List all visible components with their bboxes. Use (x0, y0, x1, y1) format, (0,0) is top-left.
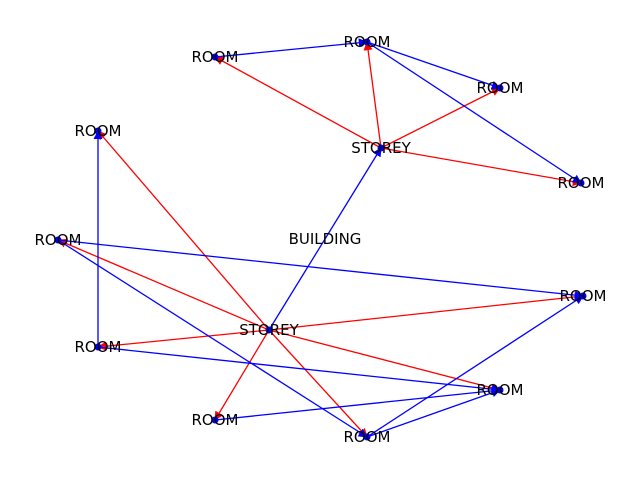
edge-room-7-to-room-9 (97, 346, 501, 394)
edge-room-11-to-room-9 (366, 388, 501, 438)
edge-room-2-to-room-1 (214, 38, 368, 58)
edge-storey-1-to-room-4 (380, 147, 582, 187)
edges-layer (57, 38, 584, 438)
edge-room-1-to-room-3 (366, 41, 501, 90)
node-label: ROOM (344, 428, 391, 446)
edge-storey-1-to-room-3 (380, 87, 501, 149)
node-room-10: ROOM (192, 411, 239, 429)
node-dot (496, 386, 504, 394)
node-dot (377, 144, 385, 152)
node-dot (94, 343, 102, 351)
node-dot (363, 38, 371, 46)
edge-storey-2-to-room-7 (97, 329, 270, 351)
node-label: ROOM (344, 33, 391, 51)
node-dot (363, 433, 371, 441)
edge-room-6-to-room-11 (57, 239, 368, 438)
node-label: ROOM (35, 231, 82, 249)
node-dot (211, 53, 219, 61)
node-storey-2: STOREY (239, 321, 299, 339)
node-room-1: ROOM (344, 33, 391, 51)
edge-storey-2-to-room-11 (268, 329, 368, 438)
node-room-8: ROOM (560, 287, 607, 305)
edge-storey-2-to-room-10 (214, 329, 270, 421)
edge-storey-1-to-room-1 (363, 41, 382, 149)
edge-room-10-to-room-9 (214, 386, 501, 421)
node-label: ROOM (560, 287, 607, 305)
node-room-4: ROOM (558, 174, 605, 192)
node-label: ROOM (477, 381, 524, 399)
node-dot (577, 179, 585, 187)
node-room-3: ROOM (477, 79, 524, 97)
edge-storey-2-to-room-5 (97, 130, 270, 331)
node-dot (211, 416, 219, 424)
node-label: ROOM (75, 338, 122, 356)
edge-storey-1-to-room-2 (214, 56, 382, 149)
node-storey-1: STOREY (351, 139, 411, 157)
node-label: BUILDING (289, 230, 362, 248)
nodes-layer: BUILDING STOREY STOREY ROOM ROOM ROOM ROOM ROOM… (35, 33, 607, 446)
edge-storey-2-to-room-8 (268, 292, 584, 331)
node-room-5: ROOM (75, 122, 122, 140)
node-label: STOREY (239, 321, 299, 339)
edge-room-6-to-room-8 (57, 239, 584, 300)
node-room-2: ROOM (192, 48, 239, 66)
node-label: ROOM (558, 174, 605, 192)
node-room-9: ROOM (477, 381, 524, 399)
node-label: ROOM (192, 48, 239, 66)
edge-storey-2-to-room-9 (268, 329, 501, 393)
edge-storey-2-to-storey-1 (268, 147, 382, 331)
edge-storey-2-to-room-6 (57, 239, 270, 331)
node-label: ROOM (477, 79, 524, 97)
node-label: ROOM (192, 411, 239, 429)
node-room-11: ROOM (344, 428, 391, 446)
edge-room-11-to-room-8 (366, 295, 584, 438)
node-label: ROOM (75, 122, 122, 140)
node-room-7: ROOM (75, 338, 122, 356)
node-dot (579, 292, 587, 300)
node-room-6: ROOM (35, 231, 82, 249)
node-dot (54, 236, 62, 244)
node-dot (265, 326, 273, 334)
edge-room-1-to-room-4 (366, 41, 582, 184)
node-dot (94, 127, 102, 135)
node-label: STOREY (351, 139, 411, 157)
node-dot (496, 84, 504, 92)
node-building: BUILDING (289, 230, 362, 248)
